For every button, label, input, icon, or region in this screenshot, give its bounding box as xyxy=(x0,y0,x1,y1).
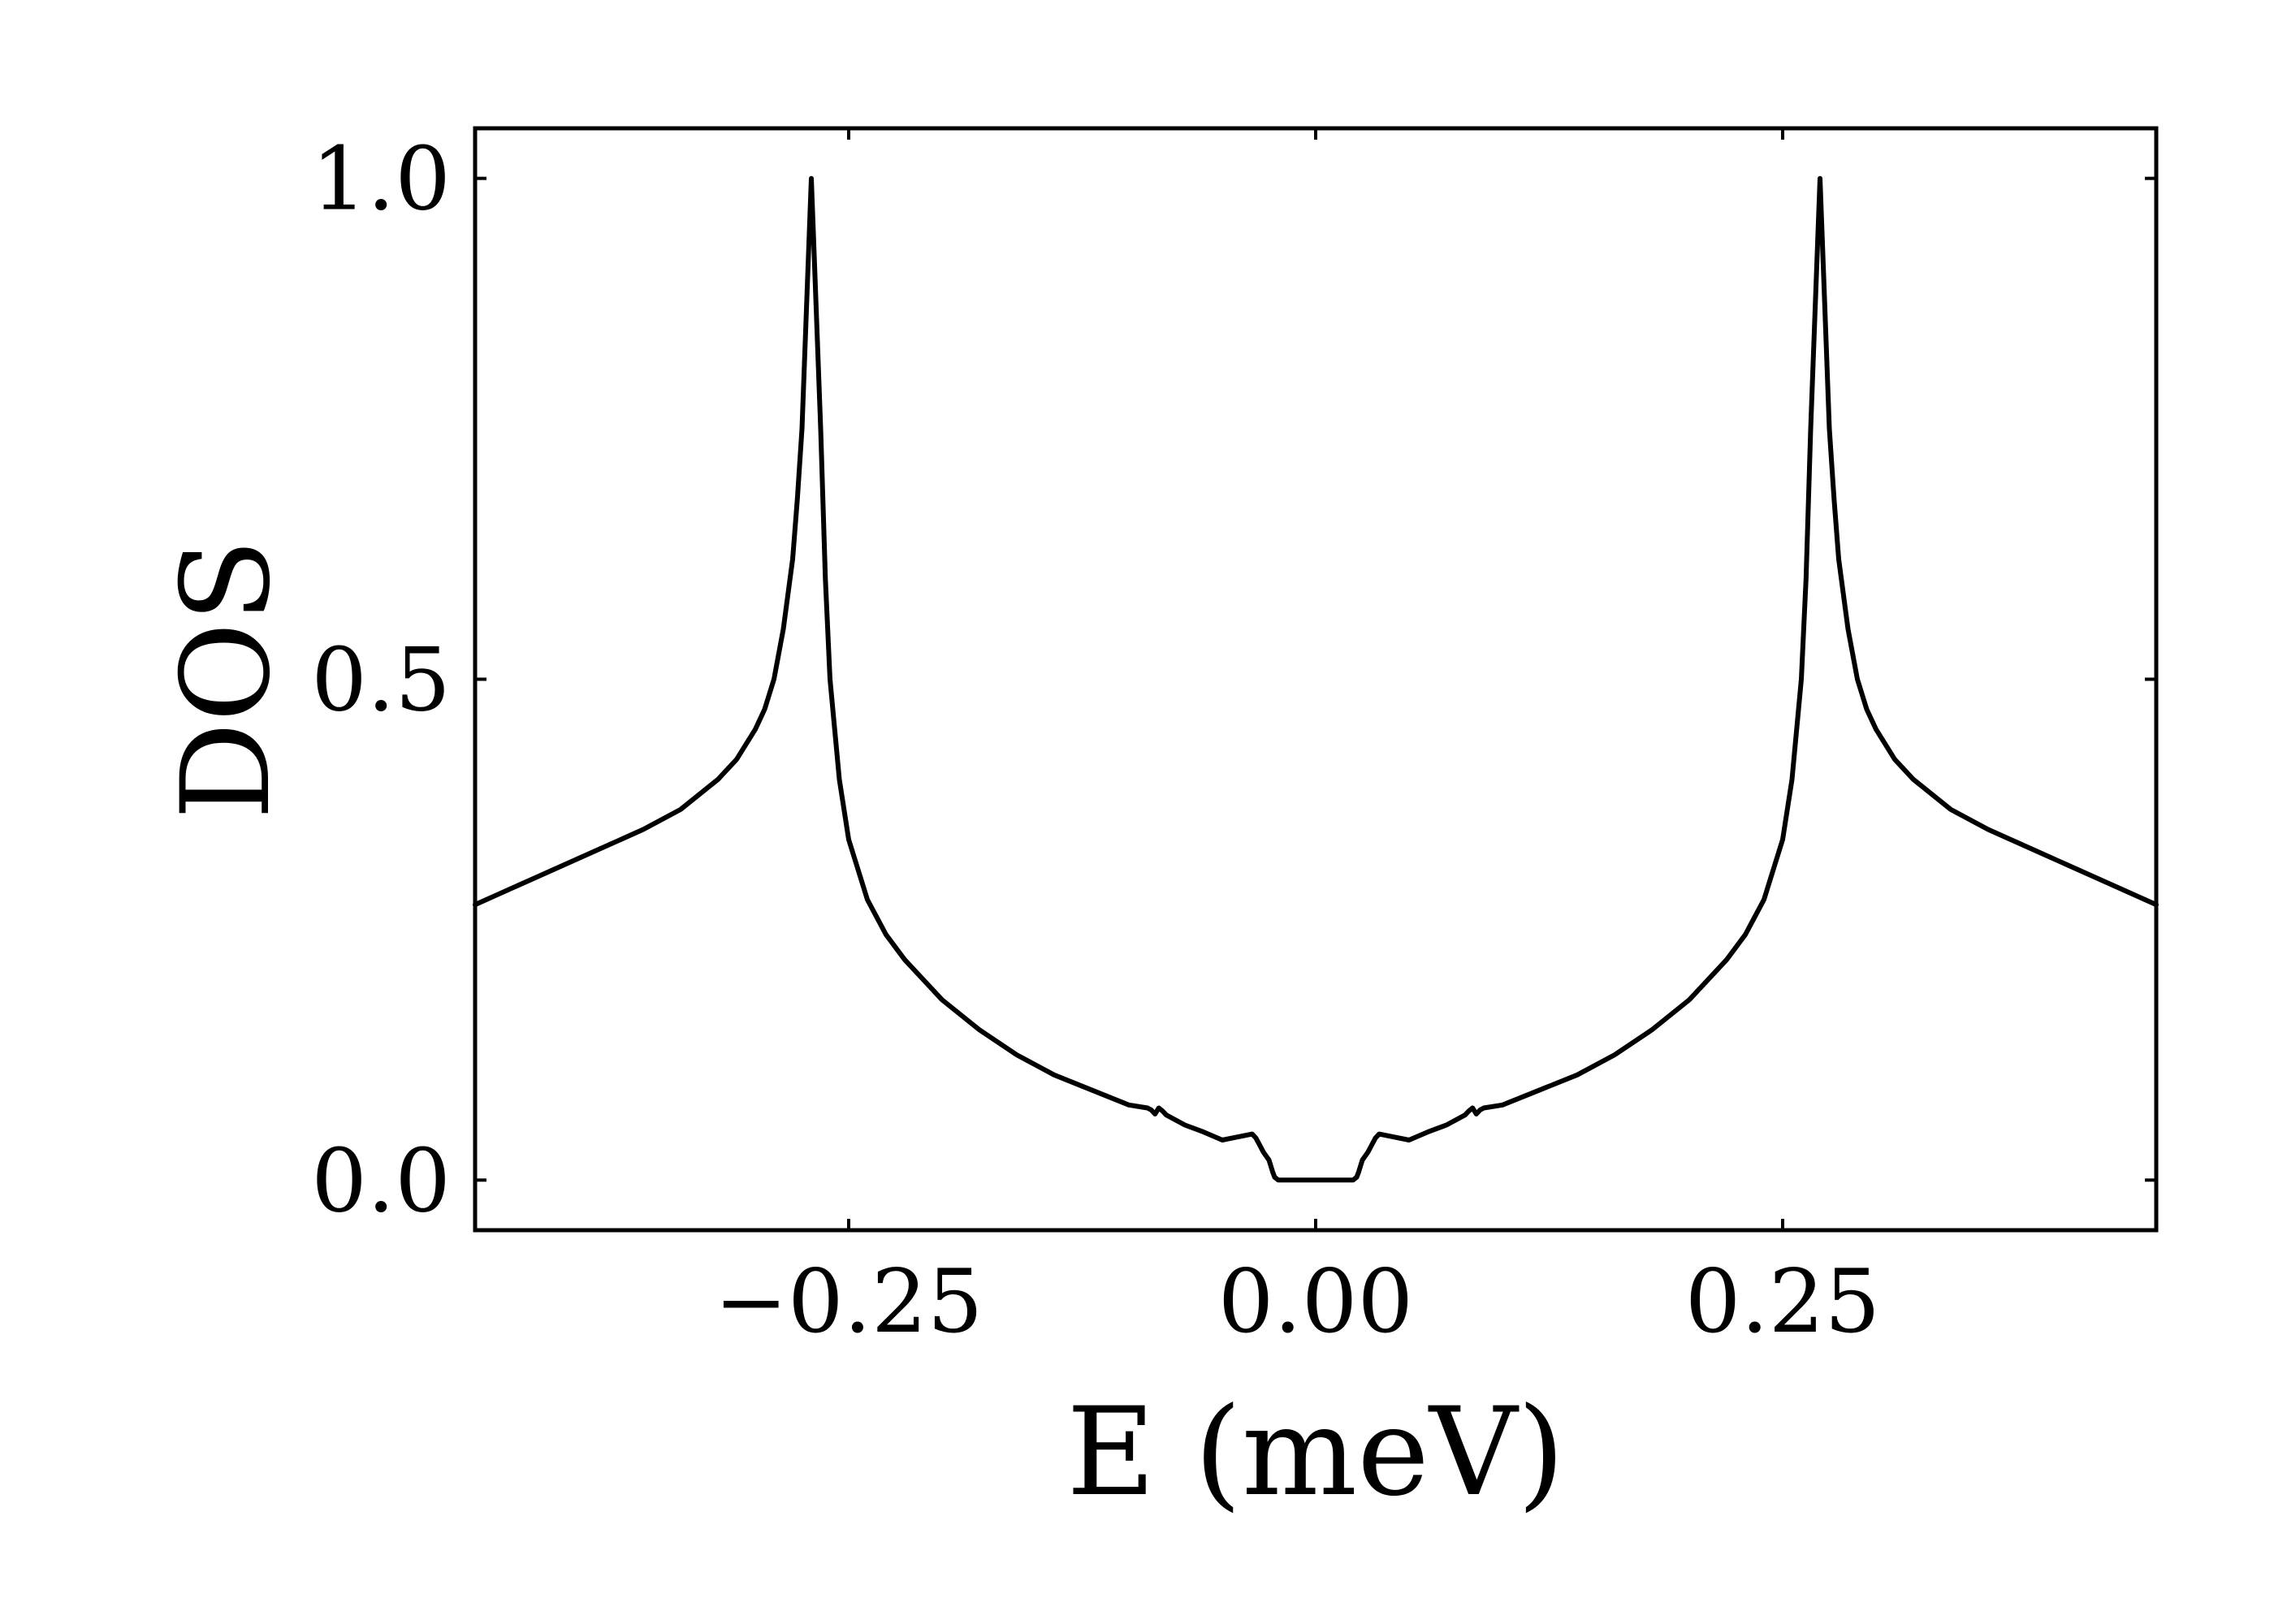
x-axis-label: E (meV) xyxy=(1066,1382,1565,1523)
ticks xyxy=(475,128,2156,1230)
y-tick-label: 1.0 xyxy=(311,129,451,231)
y-tick-label: 0.0 xyxy=(311,1130,451,1232)
series-line-dos xyxy=(473,175,2159,1183)
tick-labels: −0.25 0.00 0.25 0.0 0.5 1.0 xyxy=(311,129,1880,1353)
x-tick-label: 0.00 xyxy=(1218,1251,1413,1353)
y-tick-label: 0.5 xyxy=(311,630,451,732)
plot-frame xyxy=(473,126,2159,1233)
x-tick-label: −0.25 xyxy=(715,1251,984,1353)
x-tick-label: 0.25 xyxy=(1685,1251,1880,1353)
y-axis-label: DOS xyxy=(156,539,297,820)
